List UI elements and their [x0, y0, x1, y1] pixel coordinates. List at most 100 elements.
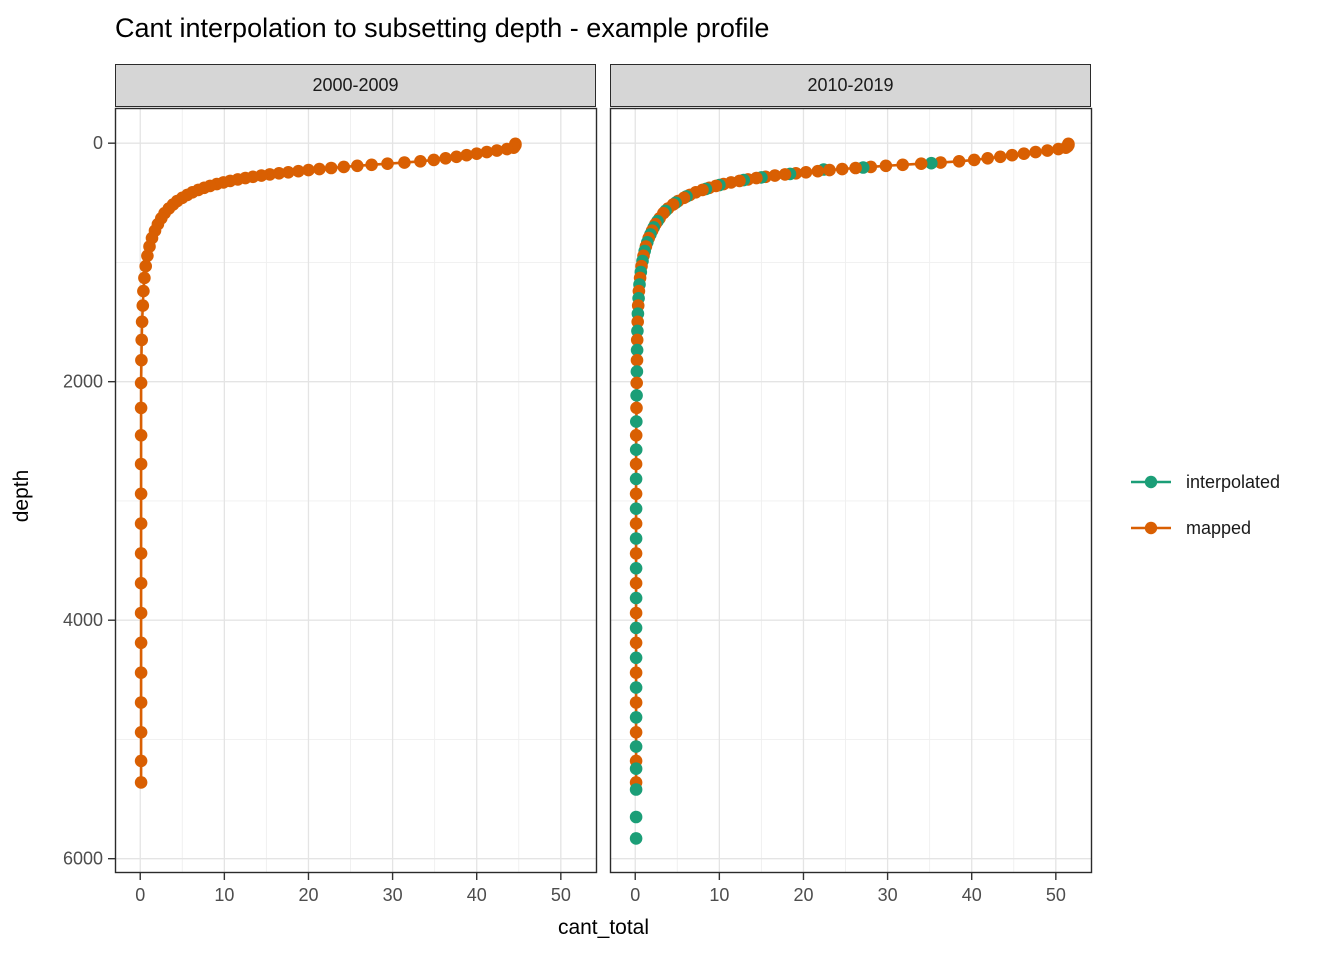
y-axis-title: depth	[10, 469, 33, 523]
point-interpolated	[629, 762, 643, 775]
point-interpolated	[629, 532, 643, 545]
point-mapped	[629, 696, 643, 709]
x-tick-label: 10	[214, 885, 234, 905]
point-interpolated	[629, 472, 643, 486]
point-mapped	[1017, 147, 1031, 160]
point-mapped	[994, 150, 1007, 164]
point-mapped	[799, 166, 813, 179]
x-tick-label: 30	[878, 885, 898, 905]
y-tick-label: 6000	[63, 849, 103, 869]
facet-panel-2000-2009: 0 10 20 30 40 50 0 2000 4000 6000	[63, 107, 598, 905]
point-mapped	[629, 636, 643, 650]
legend-item-mapped: mapped	[1128, 512, 1280, 544]
point-mapped	[450, 150, 463, 164]
point-mapped	[1052, 142, 1065, 156]
facet-strip-label: 2000-2009	[312, 75, 399, 95]
point-mapped	[631, 315, 644, 329]
point-mapped	[460, 148, 473, 162]
point-mapped	[292, 164, 305, 178]
point-mapped	[135, 315, 149, 329]
facet-strip-2000-2009: 2000-2009	[115, 64, 596, 107]
point-interpolated	[629, 621, 643, 635]
point-mapped	[381, 157, 394, 170]
point-mapped	[134, 547, 148, 560]
data-points	[629, 137, 1075, 845]
point-mapped	[823, 163, 836, 177]
legend: interpolated mapped	[1128, 466, 1280, 544]
x-tick-label: 40	[962, 885, 982, 905]
point-mapped	[427, 153, 441, 167]
x-axis-ticks: 0 10 20 30 40 50	[135, 873, 571, 905]
point-mapped	[134, 636, 148, 650]
point-mapped	[629, 547, 643, 560]
legend-item-interpolated: interpolated	[1128, 466, 1280, 498]
point-mapped	[135, 333, 148, 347]
grid-minor	[115, 108, 597, 873]
point-mapped	[629, 487, 643, 501]
point-mapped	[1005, 148, 1019, 162]
point-interpolated	[629, 740, 643, 753]
point-mapped	[849, 161, 862, 175]
point-interpolated	[629, 810, 643, 824]
point-mapped	[136, 299, 150, 312]
point-mapped	[470, 147, 484, 160]
y-tick-label: 0	[93, 133, 103, 153]
point-interpolated	[629, 502, 643, 515]
point-mapped	[811, 164, 825, 178]
point-mapped	[1029, 145, 1042, 159]
y-axis-ticks: 0 2000 4000 6000	[63, 133, 115, 869]
point-interpolated	[630, 365, 644, 378]
point-mapped	[282, 166, 295, 179]
point-mapped	[134, 696, 148, 709]
x-tick-label: 20	[793, 885, 813, 905]
point-interpolated	[631, 324, 644, 338]
point-mapped	[134, 429, 148, 442]
panel-border	[609, 107, 1093, 874]
point-mapped	[629, 457, 643, 471]
series-line-mapped	[634, 143, 1070, 783]
y-tick-label: 4000	[63, 610, 103, 630]
point-mapped	[302, 163, 315, 177]
point-interpolated	[629, 562, 643, 575]
chart-title: Cant interpolation to subsetting depth -…	[115, 13, 770, 43]
point-mapped	[134, 487, 148, 501]
point-interpolated	[629, 832, 643, 845]
point-mapped	[778, 168, 792, 181]
grid-major	[115, 108, 597, 873]
point-mapped	[629, 576, 643, 590]
point-mapped	[134, 457, 148, 471]
point-mapped	[134, 726, 148, 739]
point-interpolated	[630, 415, 643, 428]
point-interpolated	[629, 591, 643, 605]
legend-label: mapped	[1186, 517, 1252, 538]
x-tick-label: 0	[135, 885, 145, 905]
grid-minor	[610, 108, 1092, 873]
point-mapped	[134, 401, 148, 415]
point-mapped	[324, 161, 338, 175]
point-mapped	[134, 776, 148, 789]
point-mapped	[500, 142, 514, 156]
point-mapped	[630, 401, 643, 415]
x-tick-label: 10	[709, 885, 729, 905]
x-tick-label: 30	[383, 885, 403, 905]
x-tick-label: 0	[630, 885, 640, 905]
point-mapped	[629, 606, 643, 620]
point-mapped	[896, 158, 909, 172]
legend-key-line-dot-icon	[1131, 521, 1171, 535]
point-mapped	[490, 144, 504, 157]
point-mapped	[139, 259, 152, 273]
point-mapped	[439, 152, 452, 165]
y-tick-label: 2000	[63, 372, 103, 392]
point-mapped	[629, 726, 643, 739]
point-mapped	[398, 156, 411, 169]
point-mapped	[134, 576, 148, 590]
point-mapped	[629, 429, 643, 442]
legend-label: interpolated	[1186, 471, 1281, 492]
point-interpolated	[629, 443, 643, 457]
point-mapped	[879, 159, 893, 173]
point-mapped	[630, 376, 643, 390]
point-mapped	[351, 159, 364, 173]
point-mapped	[134, 754, 148, 768]
point-mapped	[981, 152, 994, 165]
